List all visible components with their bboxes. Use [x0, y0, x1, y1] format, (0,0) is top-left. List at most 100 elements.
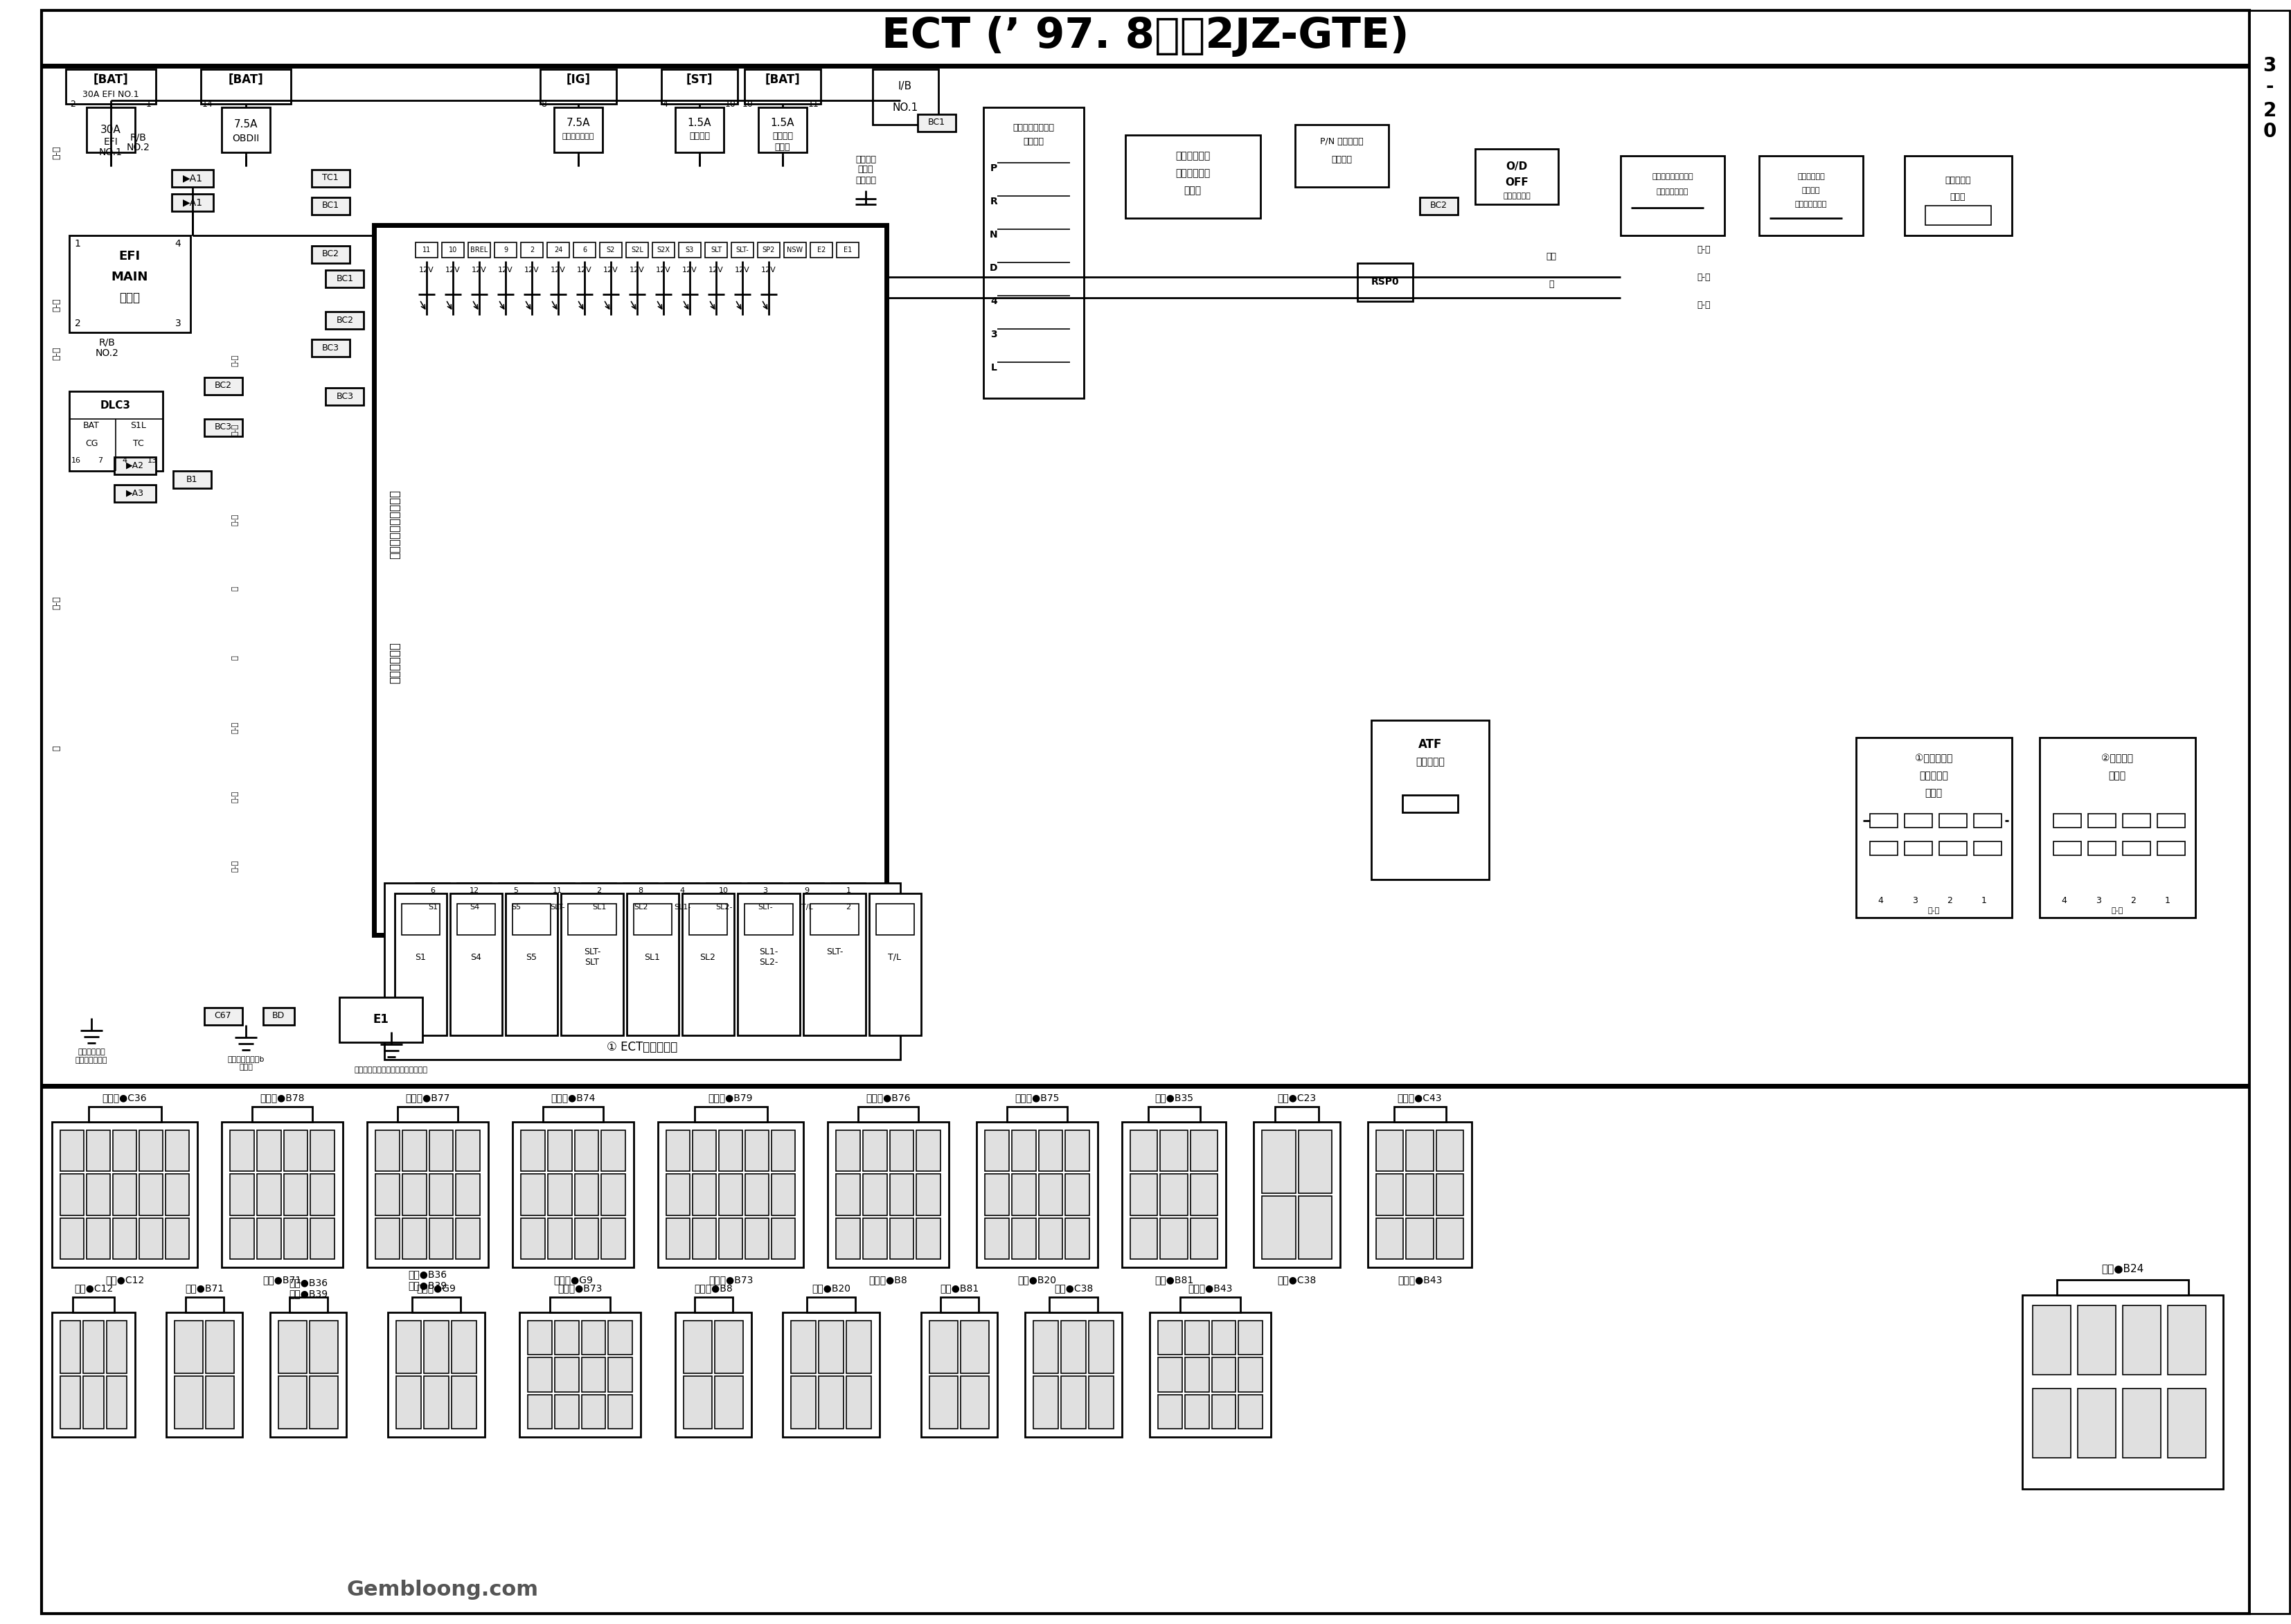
Bar [456, 1130, 479, 1171]
Text: [BAT]: [BAT] [94, 73, 128, 86]
Bar [1184, 1358, 1210, 1392]
Bar [2167, 1389, 2206, 1458]
Bar [186, 1298, 222, 1312]
Bar [554, 107, 603, 153]
Text: 右カウルサイドb
アース: 右カウルサイドb アース [227, 1056, 263, 1070]
Text: E2: E2 [818, 247, 825, 253]
Text: S5: S5 [525, 953, 536, 961]
Text: Gembloong.com: Gembloong.com [346, 1579, 538, 1600]
Bar [376, 1218, 399, 1259]
Text: シフトポジション: シフトポジション [1013, 123, 1054, 133]
Bar [1061, 1320, 1086, 1374]
Text: B1: B1 [186, 474, 197, 484]
Bar [222, 1122, 344, 1267]
Bar [2078, 1306, 2117, 1374]
Bar [541, 883, 575, 898]
Text: 2: 2 [845, 905, 850, 911]
Bar [458, 905, 495, 935]
Bar [527, 1358, 552, 1392]
Text: S5: S5 [511, 905, 520, 911]
Bar [1159, 1218, 1187, 1259]
Bar [811, 242, 832, 258]
Text: R/B: R/B [99, 338, 115, 348]
Text: SL2: SL2 [635, 905, 648, 911]
Bar [2124, 814, 2151, 828]
Bar [165, 1174, 190, 1215]
Bar [167, 1312, 243, 1437]
Text: 30A: 30A [101, 125, 121, 135]
Bar [1904, 156, 2011, 235]
Bar [772, 1174, 795, 1215]
Text: 7.5A: 7.5A [566, 117, 591, 128]
Bar [140, 1174, 163, 1215]
Text: 4: 4 [1879, 896, 1883, 905]
Bar [394, 893, 447, 1036]
Text: シャフト: シャフト [1803, 187, 1821, 193]
Text: ATF: ATF [1418, 739, 1441, 750]
Text: アウトプット: アウトプット [1796, 174, 1826, 180]
Text: 黒色●B36
黒色●B39: 黒色●B36 黒色●B39 [289, 1278, 328, 1299]
Text: 14: 14 [202, 99, 213, 109]
Bar [836, 1218, 859, 1259]
Bar [513, 905, 550, 935]
Bar [864, 1130, 887, 1171]
Bar [309, 1376, 339, 1429]
Bar [667, 1130, 690, 1171]
Text: 1: 1 [1982, 896, 1986, 905]
Text: 灰白色●G9: 灰白色●G9 [554, 1275, 593, 1285]
Bar [772, 1130, 795, 1171]
Text: 白: 白 [231, 586, 238, 591]
Bar [312, 1174, 334, 1215]
Text: [ST]: [ST] [687, 73, 713, 86]
Bar [960, 1376, 990, 1429]
Text: 24: 24 [554, 247, 564, 253]
Bar [1372, 719, 1489, 880]
Bar [60, 1376, 80, 1429]
Bar [2158, 841, 2186, 856]
Text: 12V: 12V [444, 266, 460, 273]
Bar [1377, 1174, 1404, 1215]
Bar [1759, 156, 1863, 235]
Bar [513, 1122, 635, 1267]
Bar [1049, 1298, 1097, 1312]
Bar [73, 1298, 115, 1312]
Text: S2X: S2X [658, 247, 669, 253]
Bar [1150, 1312, 1272, 1437]
Bar [451, 1376, 477, 1429]
Bar [206, 1320, 234, 1374]
Bar [694, 1298, 733, 1312]
Text: 10: 10 [726, 99, 735, 109]
Bar [772, 1218, 795, 1259]
Text: BAT: BAT [82, 421, 101, 430]
Text: 白-黒: 白-黒 [1698, 273, 1711, 281]
Text: 8: 8 [639, 887, 644, 895]
Text: 灰白色●C43: 灰白色●C43 [1398, 1093, 1441, 1103]
Bar [1157, 1358, 1182, 1392]
Text: 左フェンダー
エプロンアース: 左フェンダー エプロンアース [76, 1049, 108, 1064]
Text: S1L: S1L [131, 421, 147, 430]
Text: 12V: 12V [419, 266, 435, 273]
Bar [916, 1218, 942, 1259]
Bar [625, 242, 648, 258]
Text: 灰白色●B78: 灰白色●B78 [259, 1093, 305, 1103]
Bar [561, 893, 623, 1036]
Bar [202, 70, 291, 104]
Text: NO.2: NO.2 [96, 348, 119, 357]
Text: E1: E1 [843, 247, 852, 253]
Text: ▶A2: ▶A2 [126, 461, 144, 469]
Text: 4: 4 [174, 239, 181, 248]
Bar [745, 1174, 770, 1215]
Bar [790, 1320, 816, 1374]
Text: 12V: 12V [630, 266, 644, 273]
Bar [495, 242, 518, 258]
Bar [1157, 1395, 1182, 1429]
Text: ②アクセル: ②アクセル [2101, 754, 2133, 763]
Text: 黒-白: 黒-白 [231, 721, 238, 732]
Text: R/B: R/B [131, 132, 147, 141]
Text: 黒-白: 黒-白 [231, 424, 238, 435]
Bar [692, 1174, 717, 1215]
Text: R: R [990, 197, 997, 206]
Bar [520, 242, 543, 258]
Bar [827, 1122, 948, 1267]
Bar [694, 1106, 767, 1122]
